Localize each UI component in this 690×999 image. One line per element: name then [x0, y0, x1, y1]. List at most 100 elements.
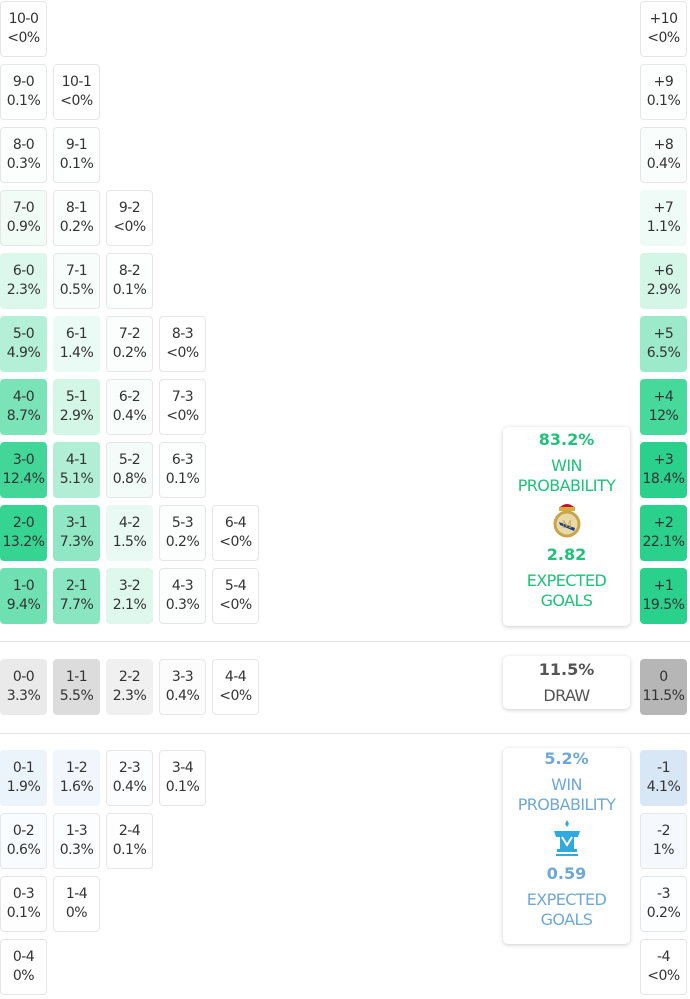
margin-cell: +10 <0%	[640, 1, 687, 57]
probability-label: <0%	[60, 93, 93, 109]
scoreline-cell: 6-3 0.1%	[159, 442, 206, 498]
score-label: 5-3	[171, 515, 194, 531]
scoreline-cell: 7-0 0.9%	[0, 190, 47, 246]
scoreline-cell: 7-1 0.5%	[53, 253, 100, 309]
score-label: 1-1	[65, 669, 88, 685]
scoreline-cell: 0-2 0.6%	[0, 813, 47, 869]
probability-label: <0%	[219, 534, 252, 550]
probability-label: 7.7%	[59, 597, 94, 613]
margin-cell: -1 4.1%	[640, 750, 687, 806]
scoreline-cell: 5-0 4.9%	[0, 316, 47, 372]
margin-cell: -4 <0%	[640, 939, 687, 995]
probability-label: 2.1%	[112, 597, 147, 613]
probability-label: 0.6%	[6, 842, 41, 858]
score-label: 0-2	[12, 823, 35, 839]
probability-label: <0%	[7, 30, 40, 46]
probability-label: 3.3%	[6, 688, 41, 704]
away-win-pct: 5.2%	[544, 749, 589, 768]
score-label: 7-1	[65, 263, 88, 279]
score-label: 2-0	[12, 515, 35, 531]
score-label: 6-1	[65, 326, 88, 342]
probability-label: 4.9%	[6, 345, 41, 361]
score-label: 4-1	[65, 452, 88, 468]
probability-label: <0%	[219, 688, 252, 704]
score-label: 8-2	[118, 263, 141, 279]
margin-cell: -2 1%	[640, 813, 687, 869]
scoreline-cell: 10-1 <0%	[53, 64, 100, 120]
probability-label: 1.5%	[112, 534, 147, 550]
score-label: 7-0	[12, 200, 35, 216]
scoreline-cell: 9-1 0.1%	[53, 127, 100, 183]
score-label: -3	[657, 886, 670, 902]
score-label: 0-3	[12, 886, 35, 902]
scoreline-cell: 0-0 3.3%	[0, 659, 47, 715]
probability-label: 0.2%	[59, 219, 94, 235]
probability-label: 0.1%	[165, 471, 200, 487]
score-label: 4-0	[12, 389, 35, 405]
scoreline-cell: 7-3 <0%	[159, 379, 206, 435]
scoreline-cell: 4-2 1.5%	[106, 505, 153, 561]
probability-label: 5.1%	[59, 471, 94, 487]
score-label: 4-3	[171, 578, 194, 594]
away-summary-panel: 5.2% WIN PROBABILITY 0.59 EXPECTED GOALS	[503, 748, 630, 944]
svg-text:M: M	[561, 520, 571, 531]
scoreline-cell: 6-0 2.3%	[0, 253, 47, 309]
margin-cell: +6 2.9%	[640, 253, 687, 309]
margin-cell: +3 18.4%	[640, 442, 687, 498]
scoreline-cell: 6-2 0.4%	[106, 379, 153, 435]
margin-cell: 0 11.5%	[640, 659, 687, 715]
probability-label: 11.5%	[642, 688, 685, 704]
probability-label: 1.1%	[646, 219, 681, 235]
home-xg-label-2: GOALS	[540, 591, 593, 610]
probability-label: 7.3%	[59, 534, 94, 550]
scoreline-cell: 2-1 7.7%	[53, 568, 100, 624]
score-label: 9-2	[118, 200, 141, 216]
probability-label: 0%	[12, 968, 35, 984]
scoreline-cell: 3-3 0.4%	[159, 659, 206, 715]
score-label: 3-4	[171, 760, 194, 776]
probability-label: 2.9%	[59, 408, 94, 424]
scoreline-cell: 3-1 7.3%	[53, 505, 100, 561]
score-label: +3	[653, 452, 674, 468]
away-win-label: WIN	[551, 775, 582, 794]
home-xg-label: EXPECTED	[526, 571, 607, 590]
home-summary-panel: 83.2% WIN PROBABILITY M 2.82 EXPECTED GO…	[503, 427, 630, 626]
scoreline-cell: 9-0 0.1%	[0, 64, 47, 120]
scoreline-cell: 8-0 0.3%	[0, 127, 47, 183]
divider	[0, 733, 690, 734]
probability-label: 0.4%	[112, 408, 147, 424]
probability-label: 1.6%	[59, 779, 94, 795]
scoreline-cell: 1-4 0%	[53, 876, 100, 932]
probability-label: 18.4%	[642, 471, 685, 487]
scoreline-cell: 3-2 2.1%	[106, 568, 153, 624]
probability-label: 6.5%	[646, 345, 681, 361]
score-label: 10-1	[61, 74, 92, 90]
margin-cell: +1 19.5%	[640, 568, 687, 624]
probability-label: 0.1%	[6, 905, 41, 921]
score-label: 9-1	[65, 137, 88, 153]
away-xg: 0.59	[546, 864, 587, 883]
scoreline-cell: 2-4 0.1%	[106, 813, 153, 869]
probability-label: 0.3%	[6, 156, 41, 172]
probability-label: 0.1%	[165, 779, 200, 795]
score-label: +5	[653, 326, 674, 342]
score-label: +1	[653, 578, 674, 594]
score-label: 0-4	[12, 949, 35, 965]
score-label: +9	[653, 74, 674, 90]
scoreline-cell: 0-4 0%	[0, 939, 47, 995]
score-label: 10-0	[8, 11, 39, 27]
scoreline-cell: 1-3 0.3%	[53, 813, 100, 869]
scoreline-cell: 4-1 5.1%	[53, 442, 100, 498]
probability-label: 2.3%	[112, 688, 147, 704]
away-win-label-2: PROBABILITY	[517, 795, 616, 814]
score-label: 3-2	[118, 578, 141, 594]
scoreline-cell: 5-2 0.8%	[106, 442, 153, 498]
score-label: +6	[653, 263, 674, 279]
score-label: 5-4	[224, 578, 247, 594]
margin-cell: +8 0.4%	[640, 127, 687, 183]
home-xg: 2.82	[546, 545, 587, 564]
score-label: 5-2	[118, 452, 141, 468]
score-label: 6-2	[118, 389, 141, 405]
probability-label: 0.1%	[112, 842, 147, 858]
scoreline-cell: 5-1 2.9%	[53, 379, 100, 435]
